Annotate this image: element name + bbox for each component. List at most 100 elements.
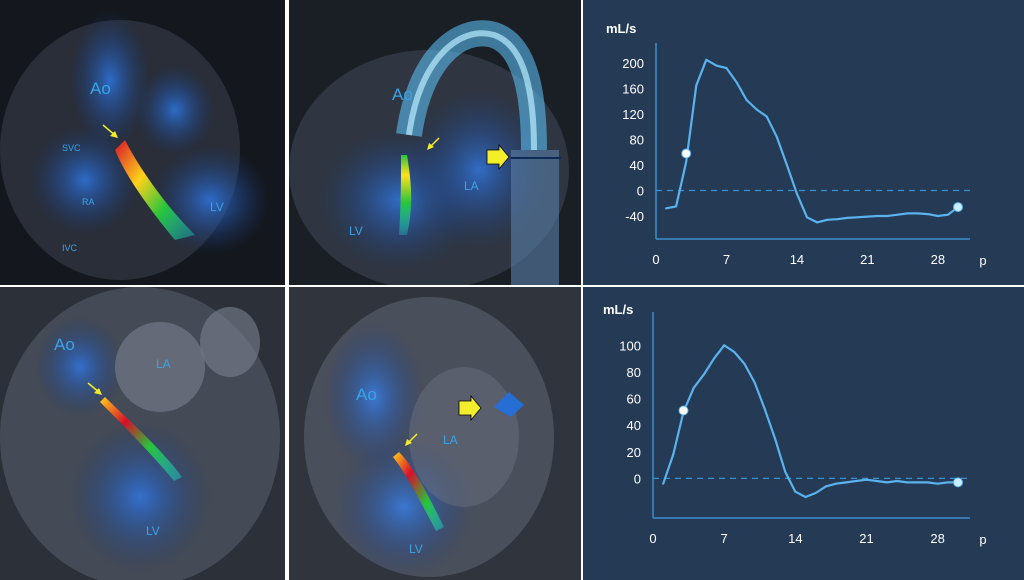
data-point (675, 205, 678, 208)
data-point (916, 481, 919, 484)
x-tick-label: 14 (790, 252, 804, 267)
label-lv-b: LV (146, 524, 160, 538)
data-point (735, 81, 738, 84)
data-point (906, 481, 909, 484)
y-tick-label: 40 (630, 158, 644, 173)
data-point (855, 480, 858, 483)
x-axis-label: p (979, 253, 986, 268)
mri-image-b-middle: Ao LA LV (289, 287, 581, 580)
label-lv-b-mid: LV (409, 542, 423, 556)
y-axis-label: mL/s (603, 302, 633, 317)
label-ivc: IVC (62, 243, 78, 253)
data-point (695, 84, 698, 87)
data-point (753, 381, 756, 384)
mri-image-a-left: Ao SVC RA IVC LV (0, 0, 285, 285)
data-point (824, 485, 827, 488)
flow-series-line (662, 344, 958, 499)
data-point (785, 164, 788, 166)
data-point (692, 386, 695, 389)
label-ra: RA (82, 197, 95, 207)
y-tick-label: 80 (630, 133, 644, 148)
data-point (806, 216, 808, 219)
data-point (705, 58, 708, 61)
data-point (725, 67, 728, 70)
data-point (745, 98, 748, 101)
label-la-b: LA (156, 357, 171, 371)
flow-chart-b: mL/s 100 80 60 40 20 0 0 7 14 21 28 p (583, 287, 1024, 580)
data-point (875, 480, 878, 483)
y-tick-label: 40 (627, 418, 641, 433)
data-point (906, 212, 909, 215)
data-point (665, 207, 668, 210)
x-tick-label: 21 (859, 531, 873, 546)
mri-image-b-left: Ao LA LV (0, 287, 285, 580)
data-point (733, 350, 736, 353)
data-point (896, 480, 898, 483)
data-point (775, 135, 778, 138)
data-point (936, 482, 939, 485)
label-ao-b-mid: Ao (356, 385, 377, 404)
data-point (826, 218, 829, 221)
data-point (926, 481, 929, 484)
data-point (774, 437, 776, 440)
data-point (755, 108, 758, 111)
x-tick-label: 0 (649, 531, 656, 546)
data-point (886, 215, 889, 217)
y-tick-label: 160 (622, 82, 644, 97)
label-lv-mid: LV (349, 224, 363, 238)
y-tick-label: -40 (625, 209, 644, 224)
highlight-marker (681, 148, 692, 159)
data-point (846, 216, 849, 219)
data-point (715, 64, 718, 67)
data-point (685, 160, 688, 163)
data-point (876, 215, 879, 217)
data-point (885, 481, 888, 484)
x-tick-label: 7 (721, 531, 728, 546)
x-tick-label: 28 (930, 531, 944, 546)
x-tick-label: 28 (931, 252, 945, 267)
data-point (916, 212, 919, 215)
y-tick-label: 120 (622, 107, 644, 122)
y-tick-label: 80 (627, 365, 641, 380)
data-point (662, 482, 665, 485)
data-point (866, 215, 869, 218)
y-tick-label: 0 (637, 184, 644, 199)
data-point (835, 482, 837, 485)
data-point (946, 213, 949, 216)
data-point (794, 490, 797, 493)
x-axis-label: p (979, 532, 986, 547)
flow-chart-a-svg: mL/s 200 160 120 80 40 0 -40 0 7 14 21 28 p (606, 21, 987, 268)
label-ao-b: Ao (54, 335, 75, 354)
data-point (765, 115, 768, 118)
highlight-marker (953, 477, 963, 488)
y-tick-label: 60 (627, 392, 641, 407)
highlight-marker (678, 405, 689, 416)
data-point (946, 481, 949, 484)
flow-chart-b-svg: mL/s 100 80 60 40 20 0 0 7 14 21 28 p (603, 302, 987, 547)
data-point (702, 373, 705, 376)
mri-image-a-middle: Ao LA LV (289, 0, 581, 285)
data-point (784, 470, 787, 473)
y-axis-label: mL/s (606, 21, 636, 36)
y-tick-label: 20 (627, 445, 641, 460)
y-tick-label: 100 (619, 338, 641, 353)
x-tick-label: 21 (860, 252, 874, 267)
data-point (723, 344, 726, 347)
data-point (845, 481, 848, 484)
label-la-mid: LA (464, 179, 479, 193)
data-point (713, 357, 715, 360)
label-ao: Ao (90, 79, 111, 98)
label-lv: LV (210, 200, 224, 214)
x-tick-label: 14 (788, 531, 802, 546)
y-tick-label: 200 (622, 56, 644, 71)
data-point (743, 362, 746, 365)
flow-series-line (665, 58, 959, 224)
data-point (763, 408, 766, 411)
label-svc: SVC (62, 143, 81, 153)
highlight-marker (953, 202, 963, 213)
data-point (804, 496, 807, 499)
data-point (795, 192, 798, 195)
x-tick-label: 0 (652, 252, 659, 267)
data-point (814, 492, 817, 495)
data-point (936, 215, 939, 217)
